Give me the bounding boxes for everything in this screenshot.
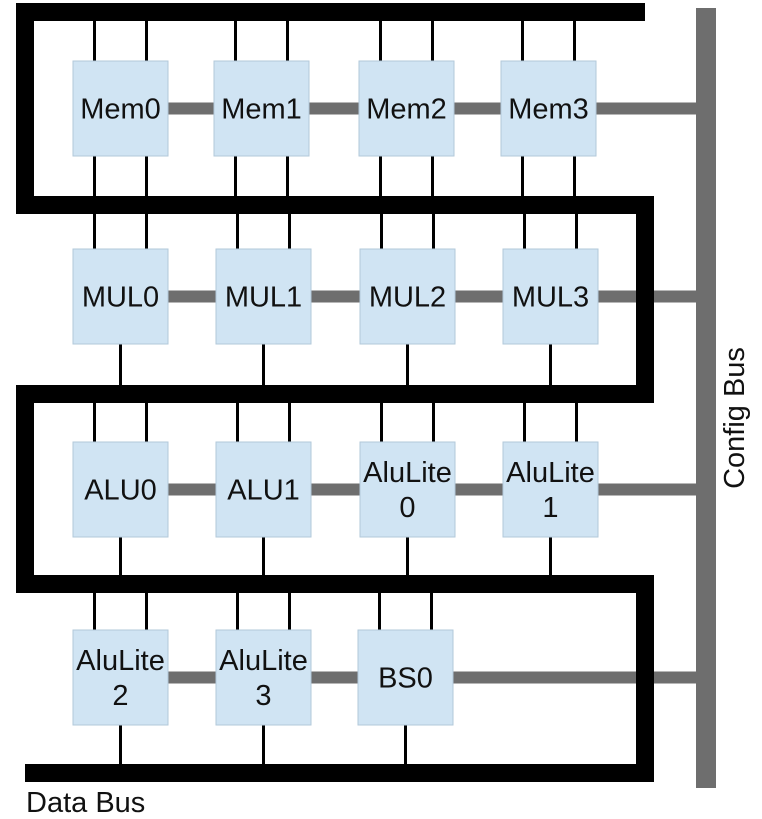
unit-box: [215, 629, 312, 726]
unit-box: [72, 248, 169, 345]
unit-box: [358, 60, 455, 157]
unit-block: MUL2: [359, 248, 456, 345]
unit-label: AluLite: [506, 457, 595, 489]
unit-link: [455, 483, 503, 496]
unit-label: 1: [542, 492, 558, 524]
unit-label: AluLite: [76, 645, 165, 677]
unit-label: MUL2: [369, 282, 446, 314]
data-bus-label: Data Bus: [26, 787, 145, 819]
unit-layer: Mem0 Mem1 Mem2 Mem3 MUL0 MUL1 MUL2 MUL3 ALU0 ALU1…: [72, 60, 599, 726]
config-link: [598, 483, 696, 496]
unit-block: MUL3: [502, 248, 599, 345]
unit-block: MUL0: [72, 248, 169, 345]
unit-link: [168, 102, 214, 115]
unit-label: AluLite: [219, 645, 308, 677]
config-connection-layer: [168, 102, 696, 684]
unit-label: Mem1: [221, 94, 302, 126]
unit-box: [72, 60, 169, 157]
unit-block: MUL1: [215, 248, 312, 345]
unit-label: 2: [112, 680, 128, 712]
unit-box: [500, 60, 597, 157]
unit-block: BS0: [357, 629, 454, 726]
data-bus-path: [16, 3, 654, 782]
unit-label: MUL0: [82, 282, 159, 314]
unit-link: [309, 102, 359, 115]
unit-link: [311, 290, 360, 303]
unit-box: [215, 248, 312, 345]
unit-block: Mem2: [358, 60, 455, 157]
config-link: [596, 102, 696, 115]
unit-label: BS0: [378, 663, 433, 695]
unit-box: [213, 60, 310, 157]
unit-box: [72, 441, 169, 538]
unit-label: ALU0: [84, 475, 157, 507]
unit-box: [215, 441, 312, 538]
unit-label: MUL1: [225, 282, 302, 314]
unit-link: [168, 290, 216, 303]
unit-block: Mem3: [500, 60, 597, 157]
unit-block: ALU0: [72, 441, 169, 538]
unit-label: ALU1: [227, 475, 300, 507]
unit-block: Mem1: [213, 60, 310, 157]
unit-block: ALU1: [215, 441, 312, 538]
config-bus-label: Config Bus: [719, 347, 751, 489]
unit-link: [454, 102, 501, 115]
unit-box: [359, 441, 456, 538]
unit-link: [168, 483, 216, 496]
unit-link: [311, 671, 358, 684]
unit-label: AluLite: [363, 457, 452, 489]
unit-box: [72, 629, 169, 726]
unit-box: [502, 248, 599, 345]
data-bus: [16, 3, 654, 782]
unit-label: Mem3: [508, 94, 589, 126]
unit-link: [311, 483, 360, 496]
config-bus: [696, 8, 716, 788]
unit-label: Mem0: [80, 94, 161, 126]
unit-box: [357, 629, 454, 726]
config-link: [453, 671, 696, 684]
unit-label: 3: [255, 680, 271, 712]
unit-box: [359, 248, 456, 345]
unit-link: [455, 290, 503, 303]
unit-box: [502, 441, 599, 538]
unit-label: Mem2: [366, 94, 447, 126]
unit-block: Mem0: [72, 60, 169, 157]
unit-link: [168, 671, 216, 684]
unit-label: MUL3: [512, 282, 589, 314]
unit-label: 0: [399, 492, 415, 524]
